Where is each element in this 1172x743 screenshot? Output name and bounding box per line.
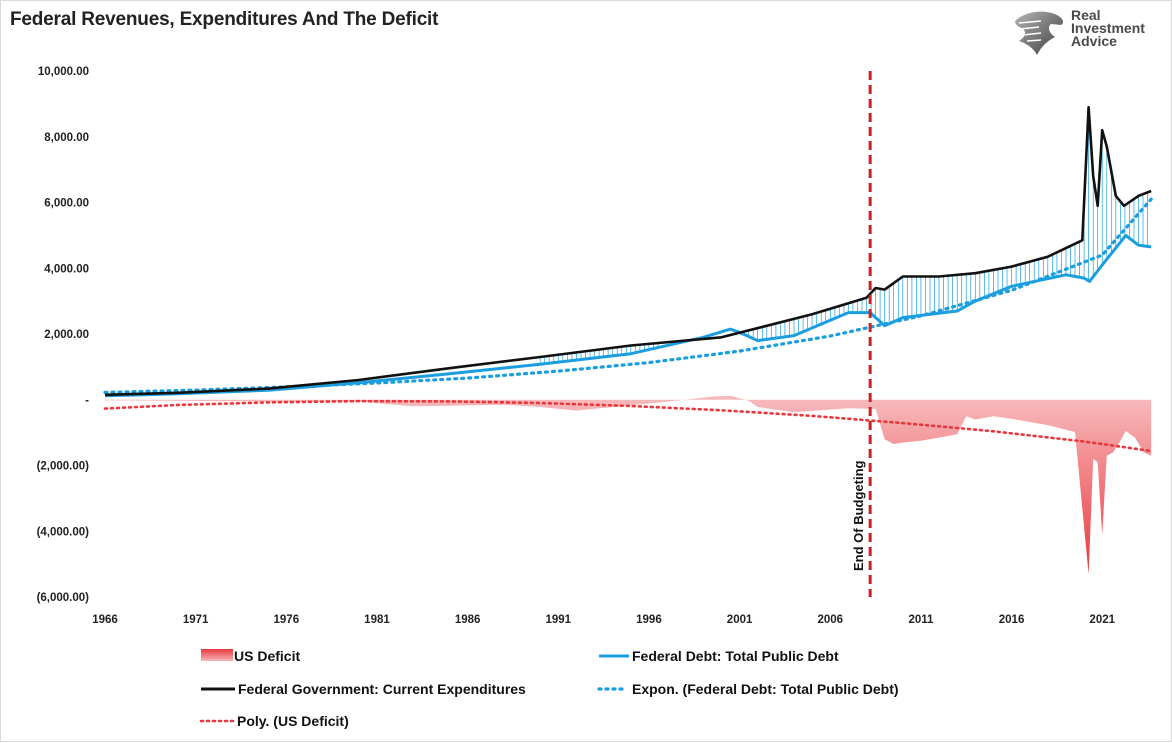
series-lines-group: [103, 105, 1153, 453]
legend-label: US Deficit: [234, 648, 300, 664]
logo-text: Real Investment Advice: [1071, 7, 1145, 49]
x-tick-label: 1976: [274, 614, 300, 626]
y-tick-label: 4,000.00: [44, 263, 89, 275]
x-tick-label: 2006: [817, 614, 843, 626]
legend-swatch-deficit: [201, 649, 233, 661]
x-tick-label: 2016: [999, 614, 1025, 626]
debt-line: [104, 233, 1152, 398]
y-tick-label: 8,000.00: [44, 132, 89, 144]
chart-title: Federal Revenues, Expenditures And The D…: [10, 9, 439, 30]
logo-line-2: Investment: [1071, 20, 1145, 36]
x-tick-label: 2021: [1089, 614, 1115, 626]
y-tick-label: 10,000.00: [38, 66, 89, 78]
x-tick-label: 2001: [727, 614, 753, 626]
logo: Real Investment Advice: [1011, 7, 1161, 63]
logo-line-3: Advice: [1071, 33, 1117, 49]
y-tick-label: (2,000.00): [37, 461, 90, 473]
x-tick-label: 1981: [364, 614, 390, 626]
gap-hatch-group: [539, 107, 1148, 365]
annotation-group: End Of Budgeting: [851, 71, 872, 597]
y-tick-label: 6,000.00: [44, 198, 89, 210]
deficit-area: [105, 395, 1152, 574]
x-tick-label: 1991: [545, 614, 571, 626]
end-of-budgeting-label: End Of Budgeting: [851, 460, 866, 571]
y-tick-label: (4,000.00): [37, 526, 90, 538]
poly-trend-line: [103, 399, 1153, 453]
y-tick-label: 2,000.00: [44, 329, 89, 341]
eagle-head-icon: [1015, 11, 1064, 55]
legend-label: Poly. (US Deficit): [237, 713, 349, 729]
axes-group: 10,000.00 8,000.00 6,000.00 4,000.00 2,000.0…: [37, 66, 1116, 626]
expenditures-line: [104, 105, 1152, 397]
x-tick-label: 1971: [183, 614, 209, 626]
y-tick-label: (6,000.00): [37, 592, 90, 604]
expon-trend-line: [103, 197, 1153, 394]
deficit-area-group: [105, 395, 1152, 574]
legend-label: Federal Government: Current Expenditures: [238, 681, 526, 697]
x-tick-label: 1966: [92, 614, 118, 626]
legend-label: Federal Debt: Total Public Debt: [632, 648, 839, 664]
x-tick-label: 2011: [908, 614, 934, 626]
legend-label: Expon. (Federal Debt: Total Public Debt): [632, 681, 899, 697]
logo-line-1: Real: [1071, 7, 1101, 23]
y-tick-label: -: [85, 395, 89, 407]
x-tick-label: 1986: [455, 614, 481, 626]
legend-group: US Deficit Federal Debt: Total Public Deb…: [199, 648, 899, 729]
x-tick-label: 1996: [636, 614, 662, 626]
